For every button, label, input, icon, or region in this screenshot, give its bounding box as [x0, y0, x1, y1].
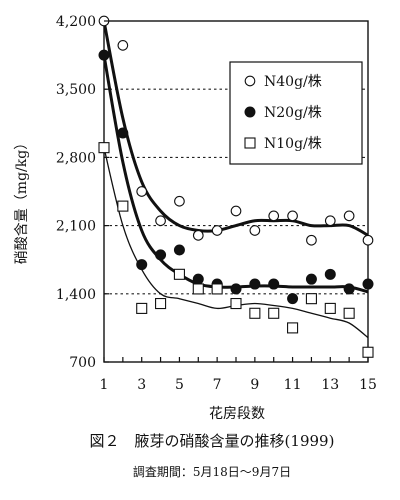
data-point-series-3	[192, 283, 204, 295]
data-point-series-3	[268, 307, 280, 319]
data-point-series-1	[192, 229, 204, 241]
data-point-series-3	[136, 302, 148, 314]
x-axis-title: 花房段数	[209, 406, 265, 422]
data-point-series-1	[211, 225, 223, 236]
data-point-series-1	[362, 234, 374, 246]
data-point-series-2	[324, 268, 336, 280]
y-tick-label: 4,200	[56, 14, 96, 30]
data-point-series-1	[306, 234, 317, 246]
data-point-series-2	[173, 244, 185, 256]
data-point-series-3	[287, 322, 299, 334]
data-point-series-3	[343, 307, 355, 319]
data-point-series-1	[287, 210, 298, 222]
x-tick-label: 1	[100, 377, 109, 393]
data-point-series-2	[136, 259, 148, 271]
x-tick-label: 3	[137, 377, 146, 393]
data-point-series-1	[174, 195, 185, 207]
data-point-series-2	[192, 273, 204, 285]
legend-marker	[244, 106, 256, 118]
x-tick-label: 5	[175, 377, 184, 393]
data-point-series-3	[324, 302, 336, 314]
legend-label: N20g/株	[264, 105, 322, 121]
trend-line-series-1	[102, 20, 369, 237]
y-tick-label: 3,500	[56, 82, 96, 98]
data-point-series-2	[268, 278, 280, 290]
data-point-series-1	[268, 210, 280, 222]
data-point-series-3	[362, 346, 374, 358]
data-point-series-3	[230, 297, 242, 310]
data-point-series-1	[230, 205, 242, 217]
data-point-series-3	[173, 268, 185, 280]
data-point-series-1	[117, 40, 129, 51]
data-point-series-3	[211, 283, 223, 295]
x-tick-label: 7	[213, 377, 222, 393]
y-tick-label: 2,800	[56, 150, 96, 166]
data-point-series-3	[98, 142, 110, 154]
data-point-series-2	[230, 283, 242, 295]
data-point-series-2	[249, 278, 261, 290]
data-point-series-2	[155, 249, 167, 261]
data-point-series-2	[362, 278, 374, 290]
y-axis-title: 硝酸含量（mg/kg）	[14, 136, 30, 264]
legend: N40g/株 N20g/株 N10g/株	[229, 61, 363, 165]
chart-subtitle: 調査期間：5月18日～9月7日	[133, 465, 291, 479]
data-point-series-1	[343, 210, 355, 222]
data-point-series-1	[249, 225, 261, 236]
data-point-series-1	[324, 215, 336, 227]
x-tick-label: 13	[321, 377, 339, 393]
legend-label: N40g/株	[264, 74, 322, 90]
x-tick-label: 15	[359, 377, 377, 393]
y-tick-label: 2,100	[56, 219, 96, 235]
data-point-series-2	[287, 293, 299, 305]
data-point-series-2	[117, 127, 129, 139]
data-point-series-2	[98, 49, 110, 61]
x-axis-ticks: 1 3 5 7 9 11 13 15	[100, 357, 377, 393]
legend-label: N10g/株	[264, 136, 322, 152]
data-point-series-3	[155, 297, 167, 310]
data-point-series-3	[305, 293, 317, 305]
y-axis-ticks: 700 1,400 2,100 2,800 3,500 4,200	[56, 14, 109, 371]
x-tick-label: 11	[284, 377, 302, 393]
data-point-series-3	[249, 307, 261, 319]
data-point-series-3	[117, 200, 129, 212]
legend-marker	[244, 137, 256, 149]
data-point-series-2	[305, 273, 317, 285]
x-tick-label: 9	[250, 377, 259, 393]
data-point-series-1	[155, 215, 166, 227]
chart-title: 図２ 腋芽の硝酸含量の推移(1999)	[90, 432, 335, 450]
data-point-series-2	[343, 283, 355, 295]
y-tick-label: 700	[69, 355, 96, 371]
y-tick-label: 1,400	[56, 287, 96, 303]
data-point-series-1	[136, 186, 148, 197]
legend-marker	[244, 75, 256, 87]
